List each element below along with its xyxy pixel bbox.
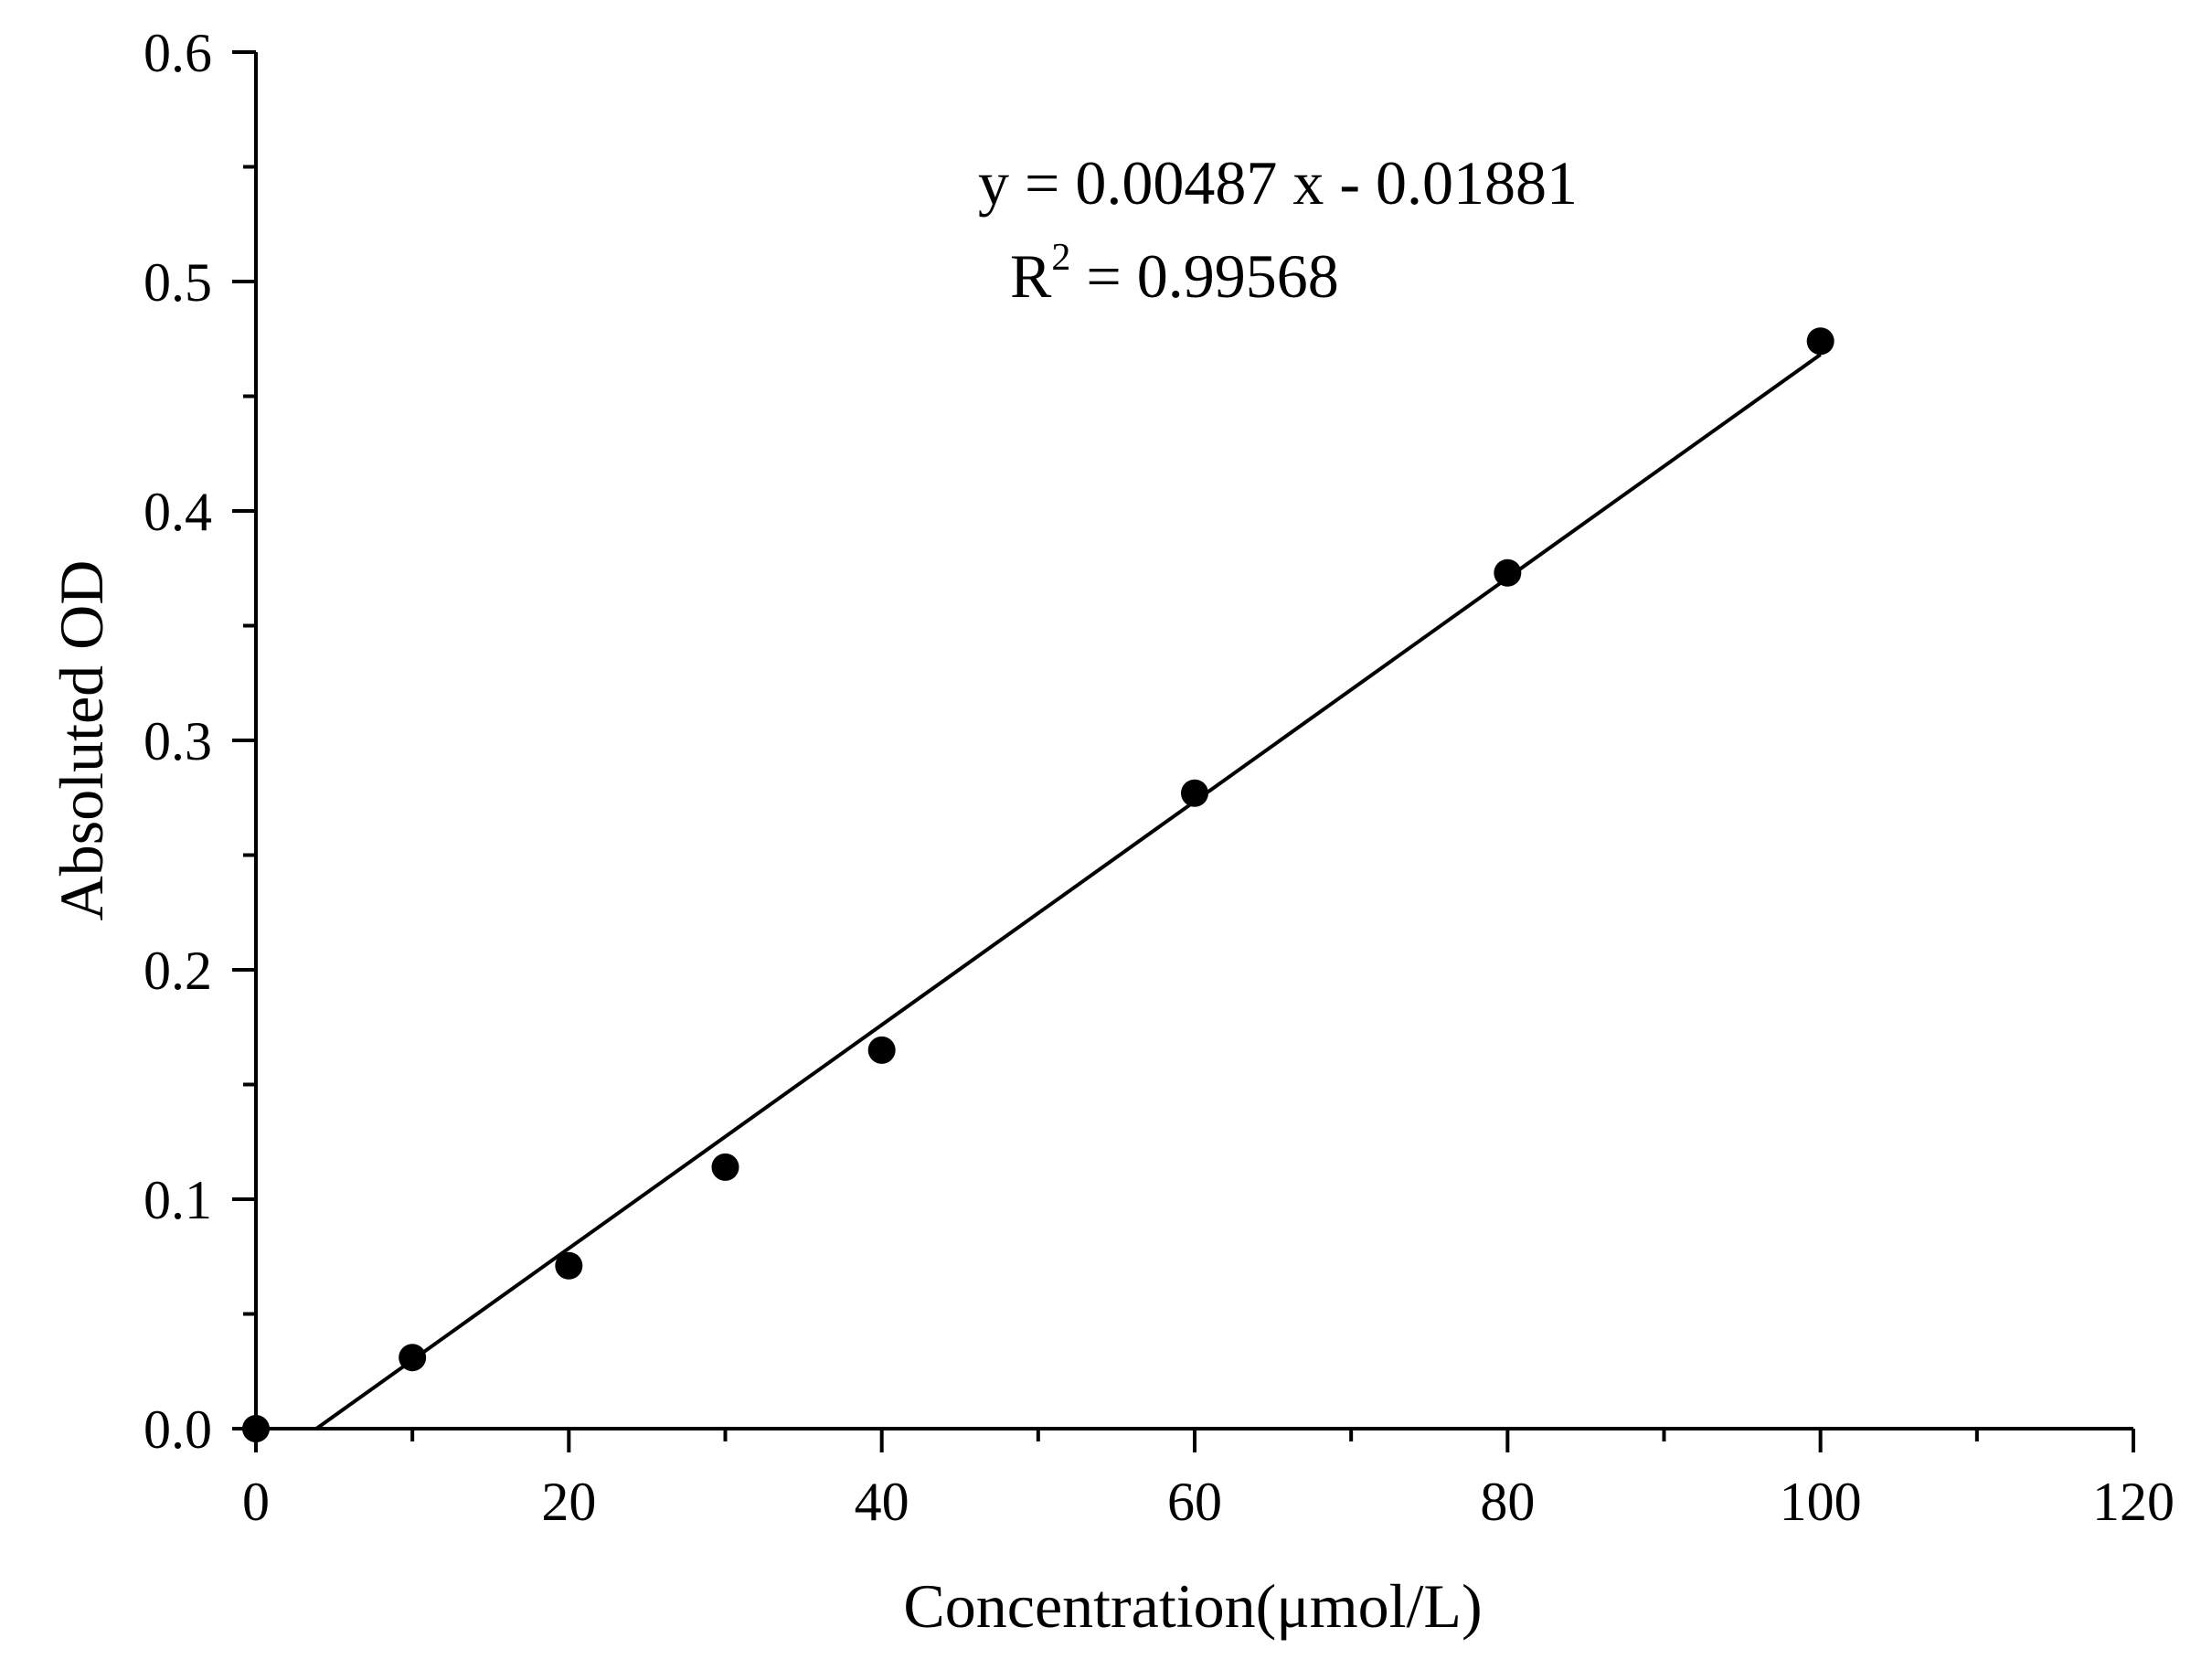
x-tick-label: 0 (242, 1472, 270, 1532)
data-point (867, 1036, 896, 1064)
data-point (399, 1344, 427, 1372)
data-point (242, 1415, 270, 1442)
y-tick-label: 0.6 (144, 23, 212, 83)
y-tick-label: 0.3 (144, 711, 212, 771)
y-tick-label: 0.2 (144, 941, 212, 1001)
x-tick-label: 80 (1480, 1472, 1535, 1532)
data-points (242, 327, 1834, 1442)
r-squared-label: R2 = 0.99568 (1010, 237, 1339, 311)
data-point (1806, 327, 1834, 356)
fit-equation: y = 0.00487 x - 0.01881 (978, 148, 1578, 218)
x-tick-label: 120 (2092, 1472, 2175, 1532)
r-squared-superscript: 2 (1051, 237, 1070, 279)
y-tick-label: 0.1 (144, 1170, 212, 1230)
r-squared-base: R (1010, 241, 1052, 311)
x-tick-label: 100 (1780, 1472, 1862, 1532)
y-tick-label: 0.4 (144, 482, 212, 542)
x-tick-label: 60 (1167, 1472, 1222, 1532)
data-point (1181, 779, 1208, 807)
data-point (711, 1153, 739, 1181)
fit-line-group (314, 353, 1822, 1430)
y-tick-label: 0.5 (144, 252, 212, 313)
data-point (1494, 558, 1522, 587)
x-tick-label: 20 (541, 1472, 596, 1532)
data-point (555, 1251, 583, 1280)
r-squared-value: = 0.99568 (1070, 241, 1338, 311)
x-axis-label: Concentration(μmol/L) (903, 1571, 1482, 1641)
fit-line (314, 353, 1822, 1430)
y-tick-label: 0.0 (144, 1399, 212, 1460)
x-tick-label: 40 (855, 1472, 909, 1532)
y-axis-label: Absoluted OD (47, 560, 116, 921)
axis-ticks: 0 20 40 60 80 100 120 0.0 0.1 0.2 0.3 0.4 0.5 0.6 (144, 23, 2175, 1532)
